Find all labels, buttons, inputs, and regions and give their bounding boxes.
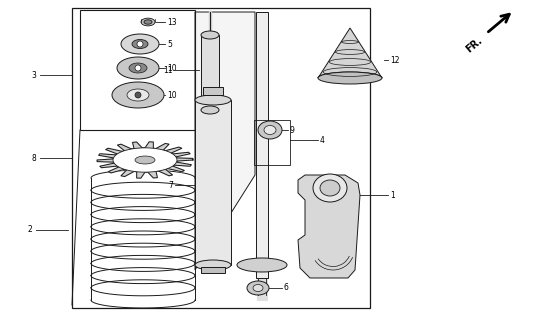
Ellipse shape [201,106,219,114]
Text: 1: 1 [390,190,395,199]
Ellipse shape [237,258,287,272]
Ellipse shape [117,57,159,79]
Text: 3: 3 [31,70,36,79]
Text: 10: 10 [167,63,177,73]
Ellipse shape [313,174,347,202]
Ellipse shape [253,284,263,292]
Text: 8: 8 [31,154,36,163]
Text: 6: 6 [284,284,289,292]
Ellipse shape [247,281,269,295]
Ellipse shape [135,156,155,164]
Text: 11: 11 [164,66,173,75]
Circle shape [135,65,141,71]
Ellipse shape [112,82,164,108]
Bar [72,8,370,308]
Bar [195,100,231,265]
Bar [201,267,225,273]
Ellipse shape [318,72,382,84]
Text: 4: 4 [320,135,325,145]
Polygon shape [318,28,382,78]
Ellipse shape [132,39,148,49]
Ellipse shape [144,20,152,24]
Ellipse shape [201,31,219,39]
Ellipse shape [195,260,231,270]
Ellipse shape [121,34,159,54]
Ellipse shape [258,121,282,139]
Text: 13: 13 [167,18,177,27]
Bar [201,35,219,110]
Ellipse shape [141,18,155,26]
Bar [256,12,268,278]
Text: 2: 2 [27,226,32,235]
Text: 12: 12 [390,55,399,65]
Polygon shape [195,12,255,270]
Circle shape [135,92,141,98]
Text: 5: 5 [167,39,172,49]
Bar [80,10,195,130]
Ellipse shape [129,63,147,73]
Ellipse shape [127,89,149,101]
Ellipse shape [320,180,340,196]
Text: 7: 7 [168,180,173,189]
Ellipse shape [195,95,231,105]
Polygon shape [97,142,193,178]
Ellipse shape [264,125,276,134]
Ellipse shape [113,148,177,172]
Bar [254,120,290,165]
Text: FR.: FR. [464,36,484,55]
Text: 9: 9 [290,125,295,134]
Bar [203,87,223,95]
Polygon shape [298,175,360,278]
Text: 10: 10 [167,91,177,100]
Circle shape [137,41,143,47]
